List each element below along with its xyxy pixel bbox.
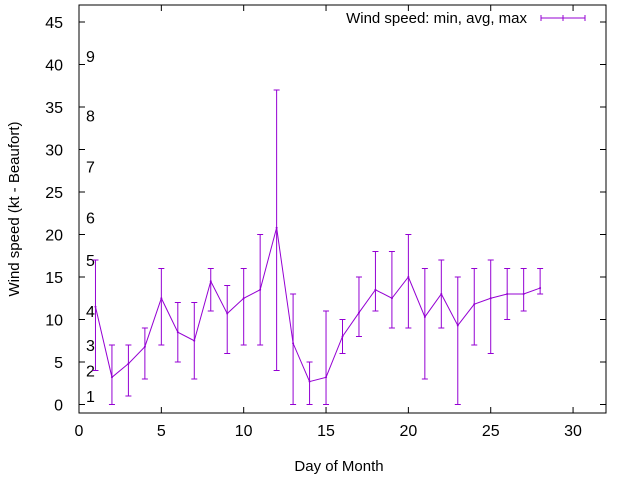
beaufort-label: 8 [86,109,95,126]
series-wind-speed [92,89,544,405]
beaufort-scale-labels: 1 2 3 4 5 6 7 8 9 [86,49,95,406]
beaufort-label: 2 [86,364,95,381]
avg-data-point [473,303,476,306]
y-tick-label: 20 [45,228,63,245]
x-tick-label: 15 [317,423,335,440]
y-tick-label: 30 [45,143,63,160]
avg-data-point [506,293,509,295]
avg-data-point [489,297,492,300]
beaufort-label: 5 [86,253,95,270]
beaufort-label: 9 [86,49,95,66]
beaufort-label: 6 [86,211,95,228]
avg-data-point [209,280,212,283]
avg-data-point [110,376,113,379]
y-tick-label: 40 [45,58,63,75]
y-tick-label: 10 [45,313,63,330]
legend-swatch [540,15,586,21]
avg-data-point [390,297,393,300]
avg-data-point [357,311,360,314]
beaufort-label: 4 [86,304,95,321]
x-tick-label: 10 [235,423,253,440]
avg-data-point [341,335,344,338]
avg-data-point [456,324,459,327]
avg-data-point [193,339,196,342]
x-tick-label: 0 [75,423,84,440]
avg-data-point [440,293,443,295]
x-tick-label: 30 [564,423,582,440]
y-tick-label: 5 [54,355,63,372]
beaufort-label: 7 [86,160,95,177]
y-tick-label: 35 [45,100,63,117]
y-tick-label: 45 [45,15,63,32]
avg-data-point [160,297,163,300]
legend: Wind speed: min, avg, max [346,10,586,27]
avg-data-point [539,287,542,290]
x-axis-ticks: 0 5 10 15 20 25 30 [75,5,582,440]
y-tick-label: 15 [45,270,63,287]
y-axis-title: Wind speed (kt - Beaufort) [6,121,23,296]
avg-data-point [127,362,130,365]
plot-area-frame [78,4,607,414]
x-tick-label: 5 [157,423,166,440]
x-axis-title: Day of Month [294,458,383,475]
avg-data-point [176,331,179,334]
legend-label: Wind speed: min, avg, max [346,10,527,27]
avg-data-point [242,297,245,300]
avg-data-point [308,380,311,383]
x-tick-label: 25 [482,423,500,440]
y-tick-label: 25 [45,185,63,202]
avg-data-point [292,342,295,345]
y-tick-label: 0 [54,398,63,415]
avg-series-line [94,227,541,383]
avg-data-point [325,376,328,379]
x-tick-label: 20 [399,423,417,440]
avg-data-point [94,305,97,308]
avg-data-point [226,312,229,315]
avg-data-point [259,288,262,291]
avg-data-point [275,226,278,229]
beaufort-label: 1 [86,389,95,406]
avg-data-point [143,345,146,348]
avg-data-point [407,276,410,278]
avg-data-point [374,288,377,291]
beaufort-label: 3 [86,338,95,355]
avg-data-point [423,315,426,318]
avg-data-point [522,293,525,295]
